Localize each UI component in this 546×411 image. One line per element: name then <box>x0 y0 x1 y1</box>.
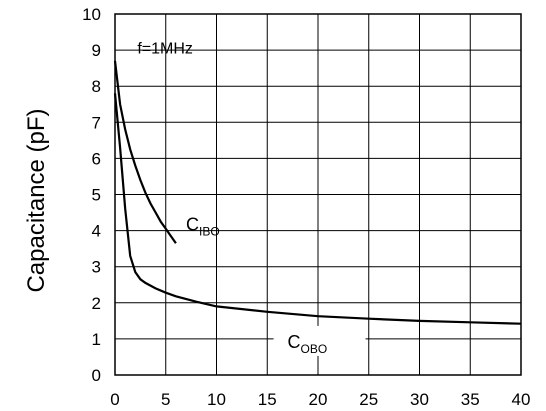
y-tick-label: 9 <box>92 41 101 60</box>
series-label-backdrop <box>273 325 366 356</box>
series-line-ibo <box>113 60 177 244</box>
series-line-obo <box>113 93 522 325</box>
x-tick-label: 20 <box>309 390 328 409</box>
y-tick-label: 3 <box>92 258 101 277</box>
frequency-annotation: f=1MHz <box>137 41 193 58</box>
series-label-obo: COBO <box>288 332 328 356</box>
y-tick-label: 6 <box>92 149 101 168</box>
y-tick-label: 4 <box>92 222 101 241</box>
x-tick-labels: 0 5 10 15 20 25 30 35 40 <box>110 390 530 409</box>
y-tick-label: 10 <box>82 5 101 24</box>
y-tick-label: 2 <box>92 294 101 313</box>
x-tick-label: 10 <box>207 390 226 409</box>
series-label-ibo: CIBO <box>186 215 220 239</box>
x-tick-label: 0 <box>110 390 119 409</box>
series-lines <box>113 60 522 325</box>
grid <box>115 14 521 375</box>
y-tick-label: 0 <box>92 366 101 385</box>
y-tick-label: 1 <box>92 330 101 349</box>
x-tick-label: 5 <box>161 390 170 409</box>
series-labels: CIBO COBO <box>186 215 366 356</box>
y-tick-labels: 0 1 2 3 4 5 6 7 8 9 10 <box>82 5 101 385</box>
y-tick-label: 8 <box>92 77 101 96</box>
y-tick-label: 5 <box>92 186 101 205</box>
x-tick-label: 30 <box>410 390 429 409</box>
x-tick-label: 35 <box>461 390 480 409</box>
y-tick-label: 7 <box>92 113 101 132</box>
x-tick-label: 40 <box>512 390 531 409</box>
x-tick-label: 15 <box>258 390 277 409</box>
plot-frame <box>114 13 522 376</box>
y-axis-label: Capacitance (pF) <box>23 108 50 292</box>
x-tick-label: 25 <box>359 390 378 409</box>
